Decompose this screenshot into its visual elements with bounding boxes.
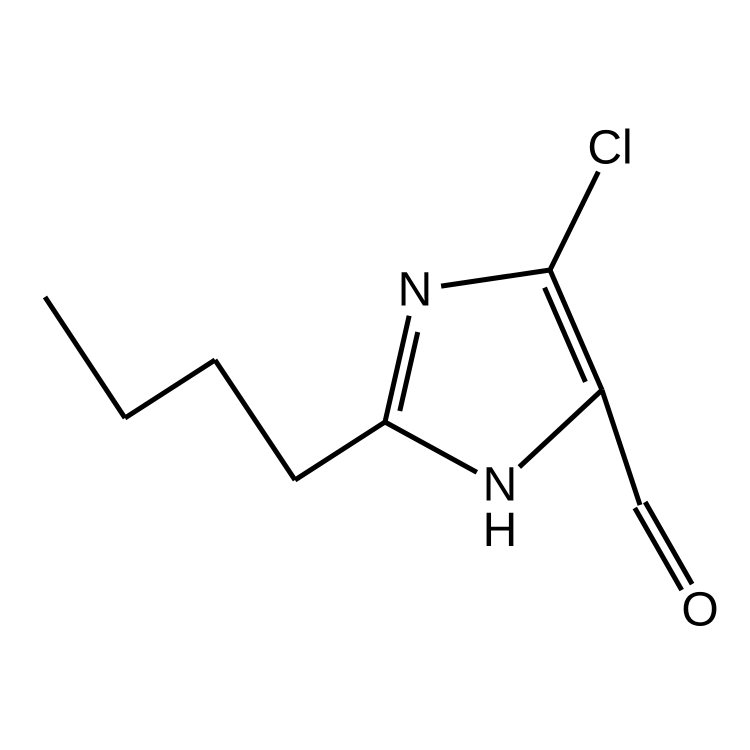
atom-label: Cl [587,122,632,175]
molecule-canvas: NNHClO [0,0,750,750]
atom-label: N [398,264,433,317]
atom-label: O [681,584,718,637]
atom-h-label: H [483,504,518,557]
